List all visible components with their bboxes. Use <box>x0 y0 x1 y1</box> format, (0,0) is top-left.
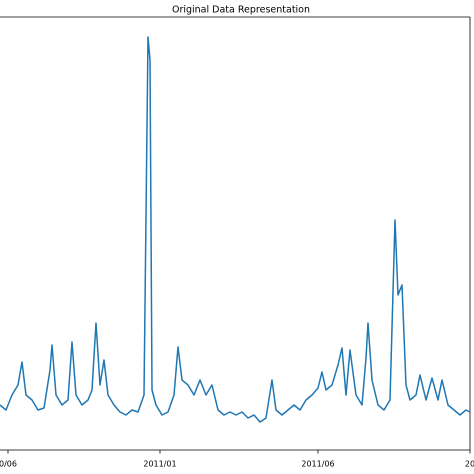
x-tick-label: 2011/06 <box>301 460 334 469</box>
x-tick-label: 20 <box>465 460 474 469</box>
data-line <box>0 36 471 423</box>
x-tick-label: 0/06 <box>0 460 17 469</box>
x-tick-label: 2011/01 <box>143 460 176 469</box>
chart-title: Original Data Representation <box>172 5 310 16</box>
